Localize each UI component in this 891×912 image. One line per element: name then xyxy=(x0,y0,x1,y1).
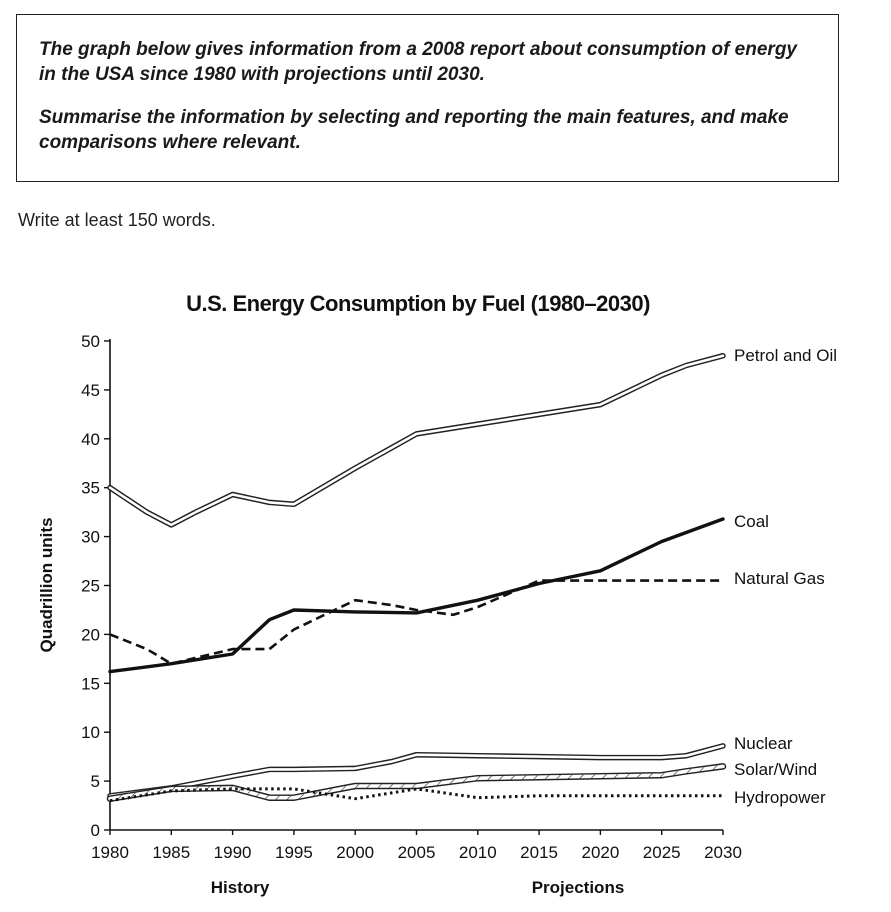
x-tick-label: 1995 xyxy=(275,843,313,862)
series-label-nuclear: Nuclear xyxy=(734,734,793,753)
series-natural-gas-line xyxy=(109,579,723,666)
y-tick-label: 15 xyxy=(81,674,100,693)
y-tick-label: 45 xyxy=(81,381,100,400)
series-coal-line xyxy=(108,517,725,674)
y-tick-label: 40 xyxy=(81,430,100,449)
x-tick-label: 1990 xyxy=(214,843,252,862)
x-tick-label: 1980 xyxy=(91,843,129,862)
x-tick-label: 2010 xyxy=(459,843,497,862)
series-label-coal: Coal xyxy=(734,512,769,531)
word-count-instruction: Write at least 150 words. xyxy=(18,210,216,230)
series-label-natural-gas: Natural Gas xyxy=(734,569,825,588)
x-tick-label: 2025 xyxy=(643,843,681,862)
task-prompt-line-1: The graph below gives information from a… xyxy=(39,39,797,85)
series-solar-wind-line xyxy=(106,763,727,802)
series-label-hydropower: Hydropower xyxy=(734,788,826,807)
y-axis-label: Quadrillion units xyxy=(37,517,56,652)
y-tick-label: 35 xyxy=(81,479,100,498)
y-tick-label: 0 xyxy=(91,821,100,840)
series-hydropower-line xyxy=(109,787,723,803)
x-tick-label: 2000 xyxy=(336,843,374,862)
x-tick-label: 2020 xyxy=(581,843,619,862)
y-tick-label: 25 xyxy=(81,577,100,596)
x-tick-label: 2005 xyxy=(398,843,436,862)
task-prompt-box: The graph below gives information from a… xyxy=(16,14,839,182)
series-nuclear-line xyxy=(107,743,726,799)
y-tick-label: 5 xyxy=(91,772,100,791)
x-tick-label: 2015 xyxy=(520,843,558,862)
chart-title: U.S. Energy Consumption by Fuel (1980–20… xyxy=(186,291,650,316)
y-tick-label: 50 xyxy=(81,332,100,351)
series-label-solar-wind: Solar/Wind xyxy=(734,760,817,779)
series-petrol-and-oil-line xyxy=(107,352,726,528)
x-section-projections: Projections xyxy=(532,878,625,897)
x-tick-label: 1985 xyxy=(152,843,190,862)
task-prompt-line-2: Summarise the information by selecting a… xyxy=(39,107,789,153)
y-tick-label: 20 xyxy=(81,625,100,644)
x-tick-label: 2030 xyxy=(704,843,742,862)
x-section-history: History xyxy=(211,878,270,897)
series-label-petrol-and-oil: Petrol and Oil xyxy=(734,346,837,365)
y-tick-label: 10 xyxy=(81,723,100,742)
y-tick-label: 30 xyxy=(81,528,100,547)
